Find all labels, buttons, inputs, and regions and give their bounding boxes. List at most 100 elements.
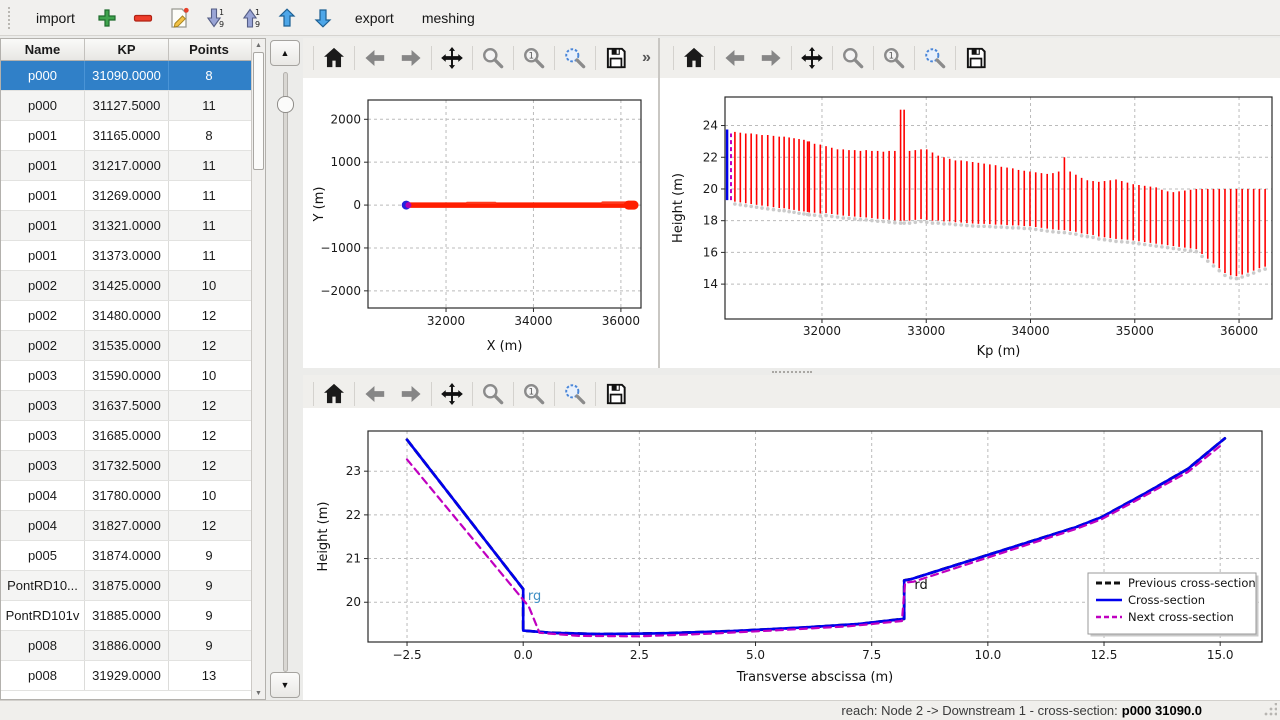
cross-section-slider: ▲ ▼ xyxy=(269,38,302,700)
export-button[interactable]: export xyxy=(354,9,394,26)
home-button[interactable] xyxy=(316,43,352,73)
table-row[interactable]: p001 31373.0000 11 xyxy=(1,241,251,271)
plan-view-chart[interactable]: 32000 34000 36000 −2000 −1000 0 1000 2000 X (m) Y… xyxy=(303,78,658,368)
table-scrollbar-thumb[interactable] xyxy=(253,52,264,170)
toolbar-grip[interactable] xyxy=(8,6,14,29)
zoom-selection-button[interactable] xyxy=(557,379,593,409)
table-row[interactable]: p001 31217.0000 11 xyxy=(1,151,251,181)
table-row[interactable]: p003 31685.0000 12 xyxy=(1,421,251,451)
save-figure-button[interactable] xyxy=(598,379,634,409)
meshing-button[interactable]: meshing xyxy=(421,9,475,26)
table-row[interactable]: p002 31535.0000 12 xyxy=(1,331,251,361)
cell-name: p004 xyxy=(1,511,85,540)
svg-text:14: 14 xyxy=(703,277,718,291)
svg-text:5.0: 5.0 xyxy=(746,648,765,662)
column-header-kp[interactable]: KP xyxy=(85,39,169,60)
table-row[interactable]: p000 31127.5000 11 xyxy=(1,91,251,121)
zoom-selection-button[interactable] xyxy=(557,43,593,73)
slider-thumb[interactable] xyxy=(277,96,294,113)
zoom-one-icon: 1 xyxy=(524,48,545,69)
cell-kp: 31217.0000 xyxy=(85,151,169,180)
home-button[interactable] xyxy=(316,379,352,409)
svg-text:−2.5: −2.5 xyxy=(392,648,421,662)
slider-track[interactable] xyxy=(283,72,288,672)
cell-name: p008 xyxy=(1,661,85,690)
table-row[interactable]: p003 31590.0000 10 xyxy=(1,361,251,391)
table-row[interactable]: p008 31886.0000 9 xyxy=(1,631,251,661)
cell-name: p005 xyxy=(1,541,85,570)
cross-section-chart[interactable]: −2.5 0.0 2.5 5.0 7.5 10.0 12.5 15.0 20 21 22 23 Tran… xyxy=(303,408,1280,700)
sort-desc-icon: 19 xyxy=(206,8,224,29)
table-row[interactable]: p004 31780.0000 10 xyxy=(1,481,251,511)
column-header-points[interactable]: Points xyxy=(189,42,229,57)
save-figure-button[interactable] xyxy=(958,43,994,73)
column-header-name[interactable]: Name xyxy=(1,39,85,60)
cross-section-table: Name KP Points p000 31090.0000 8 p000 31127.… xyxy=(1,39,251,699)
import-button[interactable]: import xyxy=(36,9,75,26)
zoom-button[interactable] xyxy=(835,43,871,73)
table-row[interactable]: p005 31874.0000 9 xyxy=(1,541,251,571)
scroll-down-icon[interactable]: ▼ xyxy=(255,689,262,697)
edit-cross-section-button[interactable] xyxy=(163,3,195,33)
forward-button[interactable] xyxy=(393,379,429,409)
table-row[interactable]: p001 31269.0000 11 xyxy=(1,181,251,211)
cross-section-canvas: −2.5 0.0 2.5 5.0 7.5 10.0 12.5 15.0 20 21 22 23 Tran… xyxy=(303,408,1280,700)
table-row[interactable]: PontRD101v 31885.0000 9 xyxy=(1,601,251,631)
svg-text:33000: 33000 xyxy=(907,324,945,338)
figure-divider xyxy=(658,38,660,368)
zoom-one-button[interactable]: 1 xyxy=(516,43,552,73)
horizontal-splitter[interactable] xyxy=(303,368,1280,375)
svg-text:23: 23 xyxy=(346,464,361,478)
table-row[interactable]: p000 31090.0000 8 xyxy=(1,61,251,91)
table-row[interactable]: p003 31637.5000 12 xyxy=(1,391,251,421)
save-figure-button[interactable] xyxy=(598,43,634,73)
profile-chart[interactable]: 32000 33000 34000 35000 36000 14 16 18 20 22 24 Kp … xyxy=(660,78,1280,368)
window-resize-grip[interactable] xyxy=(1263,703,1277,717)
pan-button[interactable] xyxy=(434,43,470,73)
pan-button[interactable] xyxy=(434,379,470,409)
home-button[interactable] xyxy=(676,43,712,73)
back-button[interactable] xyxy=(357,43,393,73)
scroll-up-icon[interactable]: ▲ xyxy=(255,41,262,49)
table-header[interactable]: Name KP Points xyxy=(1,39,251,61)
table-scrollbar[interactable]: ▲ ▼ xyxy=(251,39,265,699)
table-row[interactable]: p002 31480.0000 12 xyxy=(1,301,251,331)
zoom-one-button[interactable]: 1 xyxy=(876,43,912,73)
toolbar-separator xyxy=(472,46,473,70)
zoom-button[interactable] xyxy=(475,379,511,409)
cell-kp: 31090.0000 xyxy=(85,61,169,90)
forward-button[interactable] xyxy=(393,43,429,73)
zoom-selection-button[interactable] xyxy=(917,43,953,73)
back-button[interactable] xyxy=(717,43,753,73)
toolbar-separator xyxy=(472,382,473,406)
table-row[interactable]: p002 31425.0000 10 xyxy=(1,271,251,301)
move-down-button[interactable] xyxy=(307,3,339,33)
add-cross-section-button[interactable] xyxy=(91,3,123,33)
toolbar-overflow-indicator[interactable]: » xyxy=(642,49,651,66)
cell-name: PontRD101v xyxy=(1,601,85,630)
table-row[interactable]: PontRD10... 31875.0000 9 xyxy=(1,571,251,601)
cell-kp: 31127.5000 xyxy=(85,91,169,120)
forward-button[interactable] xyxy=(753,43,789,73)
toolbar-separator xyxy=(431,46,432,70)
table-row[interactable]: p003 31732.5000 12 xyxy=(1,451,251,481)
cell-kp: 31321.0000 xyxy=(85,211,169,240)
pan-button[interactable] xyxy=(794,43,830,73)
table-row[interactable]: p001 31165.0000 8 xyxy=(1,121,251,151)
table-row[interactable]: p008 31929.0000 13 xyxy=(1,661,251,691)
slider-down-button[interactable]: ▼ xyxy=(270,672,300,698)
pan-icon xyxy=(441,382,463,406)
svg-text:0: 0 xyxy=(353,198,361,212)
table-row[interactable]: p001 31321.0000 11 xyxy=(1,211,251,241)
svg-text:Kp (m): Kp (m) xyxy=(977,344,1021,359)
cross-section-toolbar: 1 xyxy=(311,377,634,411)
back-button[interactable] xyxy=(357,379,393,409)
remove-cross-section-button[interactable] xyxy=(127,3,159,33)
table-row[interactable]: p004 31827.0000 12 xyxy=(1,511,251,541)
zoom-button[interactable] xyxy=(475,43,511,73)
zoom-one-button[interactable]: 1 xyxy=(516,379,552,409)
slider-up-button[interactable]: ▲ xyxy=(270,40,300,66)
move-up-button[interactable] xyxy=(271,3,303,33)
